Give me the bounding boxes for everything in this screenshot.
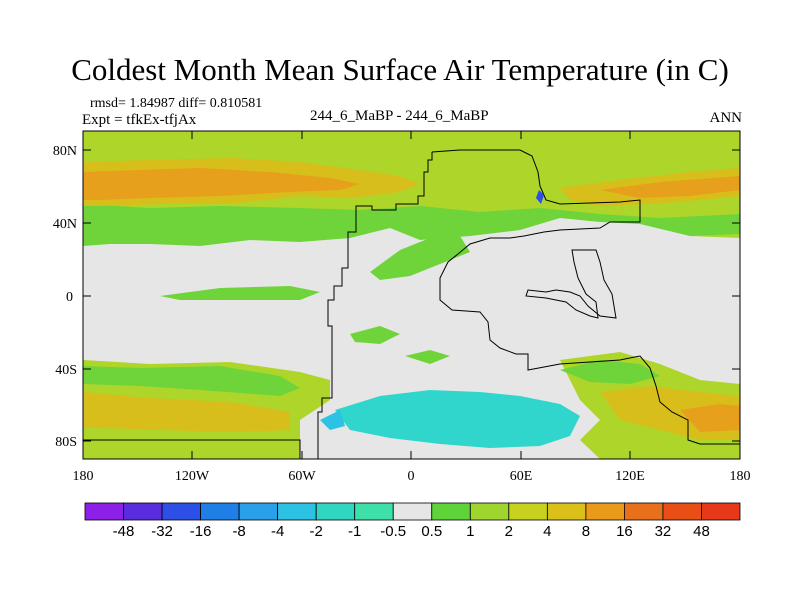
colorbar-label: -2	[310, 523, 323, 540]
colorbar-label: 16	[616, 523, 633, 540]
colorbar-swatch	[84, 502, 124, 521]
season-label: ANN	[709, 110, 743, 126]
colorbar-swatch	[701, 502, 741, 521]
lat-label: 80N	[53, 144, 77, 159]
case-label: 244_6_MaBP - 244_6_MaBP	[310, 108, 489, 124]
colorbar-label: -8	[232, 523, 245, 540]
colorbar-label: -48	[113, 523, 135, 540]
colorbar-label: 4	[543, 523, 551, 540]
tropical-green-patch-2	[370, 236, 470, 280]
colorbar-label: 1	[466, 523, 474, 540]
cold-cyan-region	[335, 390, 580, 448]
lon-label: 0	[408, 469, 415, 484]
tropical-green-patch-1	[160, 286, 320, 300]
lat-label: 80S	[55, 435, 77, 450]
field-layer	[83, 131, 740, 459]
experiment-label: Expt = tfkEx-tfjAx	[82, 112, 197, 128]
colorbar-swatch	[585, 502, 625, 521]
inner-island-outline	[525, 249, 617, 319]
colorbar-swatch	[277, 502, 317, 521]
colorbar-swatch	[469, 502, 510, 521]
colorbar-swatch	[161, 502, 201, 521]
southern-coast-outline	[83, 439, 301, 459]
eastern-coast-outline	[431, 149, 740, 445]
colorbar-label: -16	[190, 523, 212, 540]
colorbar-swatch	[123, 502, 163, 521]
colorbar-swatch	[508, 502, 548, 521]
colorbar-swatch	[200, 502, 240, 521]
south-green-band	[83, 366, 300, 396]
colorbar-swatch	[315, 502, 356, 521]
western-coast-outline	[317, 152, 433, 459]
colorbar-swatch	[546, 502, 587, 521]
cold-cyan-patch	[320, 410, 345, 430]
lon-label: 120E	[615, 469, 645, 484]
colorbar-labels: -48 -32 -16 -8 -4 -2 -1 -0.5 0.5 1 2 4 8 16 32 48	[113, 523, 710, 540]
tropical-green-patch-4	[405, 350, 450, 364]
colorbar-swatch	[238, 502, 279, 521]
colorbar-swatch	[354, 502, 394, 521]
colorbar-swatch	[624, 502, 664, 521]
cold-spot-marker	[536, 190, 544, 204]
lat-label: 40N	[53, 217, 77, 232]
latitude-labels: 80N 40N 0 40S 80S	[53, 144, 77, 450]
south-gold-band	[83, 392, 290, 432]
colorbar-label: 2	[505, 523, 513, 540]
colorbar-label: 32	[655, 523, 672, 540]
north-orange-band	[83, 168, 360, 200]
colorbar-swatch	[392, 502, 433, 521]
colorbar-swatch	[662, 502, 702, 521]
colorbar-label: 8	[582, 523, 590, 540]
colorbar-label: 0.5	[421, 523, 442, 540]
longitude-labels: 180 120W 60W 0 60E 120E 180	[73, 469, 751, 484]
lat-label: 40S	[55, 363, 77, 378]
east-orange-band	[600, 176, 740, 198]
colorbar-swatch	[431, 502, 471, 521]
tropical-green-patch-3	[350, 326, 400, 344]
colorbar-label: -1	[348, 523, 361, 540]
tick-marks	[83, 131, 740, 459]
lon-label: 180	[730, 469, 751, 484]
north-green-belt	[83, 204, 740, 246]
south-east-green-band	[560, 360, 660, 384]
continent-outlines	[83, 149, 740, 459]
colorbar-label: -0.5	[380, 523, 406, 540]
colorbar-label: -4	[271, 523, 284, 540]
stats-label: rmsd= 1.84987 diff= 0.810581	[90, 96, 263, 111]
colorbar	[84, 502, 741, 521]
colorbar-label: -32	[151, 523, 173, 540]
lon-label: 60W	[288, 469, 316, 484]
map-title: Coldest Month Mean Surface Air Temperatu…	[71, 52, 729, 87]
lat-label: 0	[66, 290, 73, 305]
south-east-orange-band	[680, 404, 740, 432]
lon-label: 120W	[175, 469, 210, 484]
lon-label: 180	[73, 469, 94, 484]
colorbar-label: 48	[693, 523, 710, 540]
lon-label: 60E	[510, 469, 533, 484]
